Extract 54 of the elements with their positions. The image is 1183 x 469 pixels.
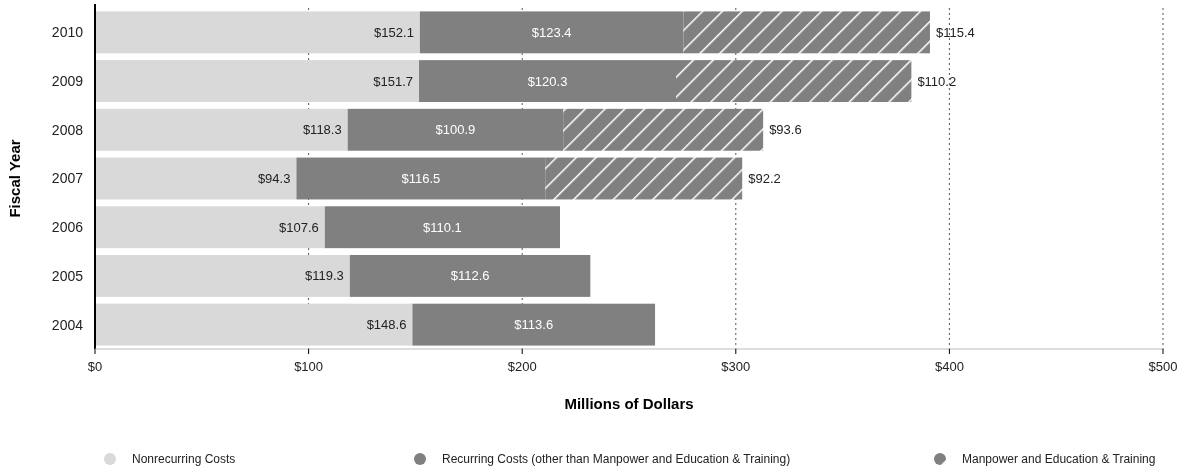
- data-label: $120.3: [527, 73, 568, 89]
- bar: [349, 254, 591, 297]
- bar: [347, 108, 564, 151]
- x-tick-label: $500: [1148, 359, 1178, 374]
- bar: [563, 108, 764, 151]
- y-tick-label: 2010: [51, 24, 84, 41]
- bar: [95, 303, 413, 346]
- data-label: $148.6: [366, 317, 407, 333]
- data-label: $152.1: [374, 24, 414, 40]
- data-label: $112.6: [450, 268, 490, 284]
- x-tick-label: $200: [507, 359, 537, 374]
- bar: [419, 60, 676, 103]
- bar: [296, 157, 546, 200]
- data-label: $119.3: [305, 268, 344, 284]
- bar: [95, 157, 297, 200]
- data-label: $118.3: [302, 122, 342, 138]
- data-label: $116.5: [401, 171, 441, 187]
- y-tick-label: 2005: [51, 267, 84, 284]
- legend-label: Manpower and Education & Training: [962, 452, 1156, 467]
- bar: [412, 303, 656, 346]
- x-tick-label: $100: [294, 359, 324, 374]
- legend-label: Recurring Costs (other than Manpower and Education & Training): [442, 452, 791, 467]
- bar: [324, 206, 561, 249]
- data-label: $107.6: [279, 219, 319, 235]
- legend-label: Nonrecurring Costs: [132, 452, 236, 467]
- y-tick-label: 2006: [51, 219, 84, 236]
- y-tick-label: 2008: [51, 121, 84, 138]
- data-label: $94.3: [257, 171, 291, 187]
- bar: [683, 11, 930, 54]
- y-tick-label: 2007: [51, 170, 84, 187]
- bar: [419, 11, 684, 54]
- y-axis-title: Fiscal Year: [6, 139, 23, 218]
- data-label: $110.1: [423, 219, 462, 235]
- x-tick-label: $300: [721, 359, 751, 374]
- x-tick-label: $0: [87, 359, 103, 374]
- data-label: $92.2: [748, 171, 781, 187]
- bar: [95, 60, 420, 103]
- bar: [95, 108, 348, 151]
- bar: [95, 206, 325, 249]
- bar: [95, 254, 350, 297]
- x-tick-label: $400: [934, 359, 964, 374]
- data-label: $113.6: [514, 317, 554, 333]
- data-label: $151.7: [373, 73, 414, 89]
- data-label: $110.2: [917, 73, 957, 89]
- x-axis-title: Millions of Dollars: [564, 395, 694, 412]
- bar: [545, 157, 743, 200]
- bar: [675, 60, 912, 103]
- data-label: $123.4: [531, 24, 572, 40]
- y-tick-label: 2009: [51, 72, 84, 89]
- data-label: $115.4: [935, 24, 975, 40]
- data-label: $100.9: [435, 122, 476, 138]
- bar: [95, 11, 420, 54]
- data-label: $93.6: [769, 122, 802, 138]
- y-tick-label: 2004: [51, 316, 84, 333]
